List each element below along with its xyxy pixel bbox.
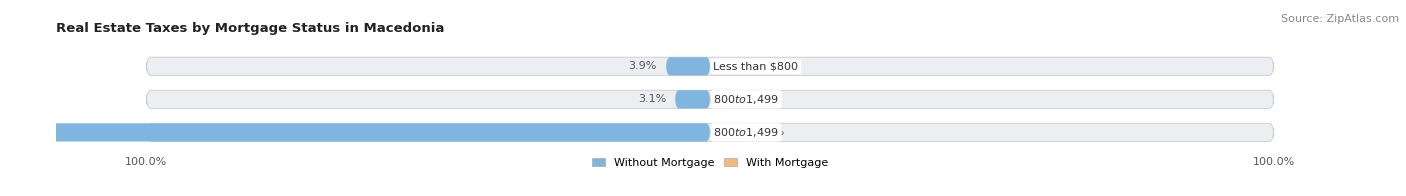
- FancyBboxPatch shape: [146, 57, 1274, 75]
- Text: 0.0%: 0.0%: [718, 61, 748, 71]
- FancyBboxPatch shape: [710, 90, 725, 108]
- FancyBboxPatch shape: [666, 57, 710, 75]
- Text: $800 to $1,499: $800 to $1,499: [713, 93, 779, 106]
- Text: 3.9%: 3.9%: [628, 61, 657, 71]
- FancyBboxPatch shape: [146, 123, 1274, 142]
- FancyBboxPatch shape: [710, 123, 747, 142]
- Legend: Without Mortgage, With Mortgage: Without Mortgage, With Mortgage: [592, 158, 828, 168]
- FancyBboxPatch shape: [0, 123, 710, 142]
- FancyBboxPatch shape: [146, 90, 1274, 108]
- FancyBboxPatch shape: [675, 90, 710, 108]
- Text: $800 to $1,499: $800 to $1,499: [713, 126, 779, 139]
- Text: Source: ZipAtlas.com: Source: ZipAtlas.com: [1281, 14, 1399, 24]
- Text: 1.4%: 1.4%: [735, 94, 763, 104]
- Text: 3.3%: 3.3%: [756, 127, 785, 137]
- Text: Less than $800: Less than $800: [713, 61, 799, 71]
- Text: 3.1%: 3.1%: [638, 94, 666, 104]
- Text: Real Estate Taxes by Mortgage Status in Macedonia: Real Estate Taxes by Mortgage Status in …: [56, 22, 444, 35]
